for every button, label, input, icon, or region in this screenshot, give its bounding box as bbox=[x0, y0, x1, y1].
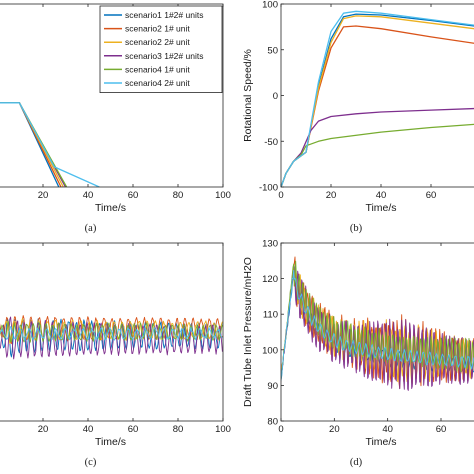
panel-caption: (c) bbox=[85, 457, 97, 468]
x-tick-label: 60 bbox=[128, 190, 139, 201]
x-tick-label: 80 bbox=[173, 190, 184, 201]
panel-caption: (b) bbox=[350, 223, 363, 234]
chart-panel-d: 0 20 40 60 80 90 100 110 120 130 Time/s Draft Tube … bbox=[242, 239, 474, 468]
legend: scenario1 1#2# units scenario2 1# unit sce… bbox=[99, 5, 223, 93]
x-tick-label: 80 bbox=[173, 424, 184, 435]
y-tick-label: -50 bbox=[264, 137, 278, 148]
y-tick-label: 100 bbox=[262, 0, 278, 11]
x-tick-label: 100 bbox=[215, 424, 231, 435]
x-tick-label: 100 bbox=[215, 190, 231, 201]
series-line-a-1 bbox=[0, 102, 60, 187]
series-line-b-3 bbox=[281, 15, 474, 187]
x-axis-title: Time/s bbox=[365, 436, 396, 448]
x-tick-label: 20 bbox=[326, 190, 337, 201]
plot-area bbox=[0, 315, 223, 360]
y-axis-title: Draft Tube Inlet Pressure/mH2O bbox=[242, 257, 254, 407]
y-tick-label: 50 bbox=[267, 45, 278, 56]
x-tick-label: 0 bbox=[278, 190, 283, 201]
legend-entry: scenario2 1# unit bbox=[125, 24, 190, 34]
series-line-a-6 bbox=[0, 102, 100, 187]
x-tick-label: 40 bbox=[376, 190, 387, 201]
y-tick-label: 90 bbox=[267, 381, 278, 392]
series-line-a-2 bbox=[0, 102, 62, 187]
chart-panel-a: 20 40 60 80 100 Time/s (a) scenario1 1#2# units… bbox=[0, 3, 231, 234]
panel-caption: (a) bbox=[85, 223, 97, 234]
series-line-b-4 bbox=[281, 107, 474, 187]
plot-area bbox=[281, 10, 474, 187]
x-tick-label: 60 bbox=[436, 424, 447, 435]
x-tick-label: 40 bbox=[83, 424, 94, 435]
x-tick-label: 0 bbox=[278, 424, 283, 435]
chart-panel-b: 0 20 40 60 -100 -50 0 50 100 Time/s Rotational Spe… bbox=[242, 0, 474, 234]
legend-box bbox=[99, 5, 223, 93]
series-line-a-4 bbox=[0, 102, 67, 187]
x-axis-title: Time/s bbox=[95, 436, 126, 448]
chart-panel-c: 20 40 60 80 100 Time/s (c) bbox=[0, 242, 231, 468]
y-tick-label: 0 bbox=[273, 91, 278, 102]
series-line-d-6 bbox=[281, 269, 474, 382]
x-tick-label: 40 bbox=[382, 424, 393, 435]
legend-entry: scenario4 1# unit bbox=[125, 64, 190, 74]
y-tick-label: 120 bbox=[262, 274, 278, 285]
axes-frame bbox=[280, 242, 474, 422]
y-tick-label: 80 bbox=[267, 417, 278, 428]
legend-entry: scenario1 1#2# units bbox=[125, 10, 203, 20]
y-axis-title: Rotational Speed/% bbox=[242, 49, 254, 142]
x-tick-label: 60 bbox=[426, 190, 437, 201]
x-tick-label: 40 bbox=[83, 190, 94, 201]
x-tick-label: 60 bbox=[128, 424, 139, 435]
y-tick-label: -100 bbox=[259, 183, 278, 194]
plot-area bbox=[0, 102, 100, 187]
panel-caption: (d) bbox=[350, 457, 363, 468]
y-tick-label: 100 bbox=[262, 345, 278, 356]
x-tick-label: 20 bbox=[38, 190, 49, 201]
plot-area bbox=[281, 256, 474, 391]
series-line-a-3 bbox=[0, 102, 64, 187]
legend-entry: scenario3 1#2# units bbox=[125, 51, 203, 61]
y-tick-label: 130 bbox=[262, 239, 278, 250]
axes-frame bbox=[280, 3, 474, 188]
series-line-b-2 bbox=[281, 25, 474, 187]
series-line-b-1 bbox=[281, 13, 474, 187]
x-tick-label: 20 bbox=[329, 424, 340, 435]
x-tick-label: 20 bbox=[38, 424, 49, 435]
x-axis-title: Time/s bbox=[95, 202, 126, 214]
axes-frame bbox=[0, 3, 224, 188]
legend-entry: scenario4 2# unit bbox=[125, 78, 190, 88]
legend-entry: scenario2 2# unit bbox=[125, 37, 190, 47]
y-tick-label: 110 bbox=[263, 310, 278, 321]
series-line-c-3 bbox=[0, 318, 223, 345]
series-line-c-6 bbox=[0, 326, 223, 341]
axes-frame bbox=[0, 242, 224, 422]
x-axis-title: Time/s bbox=[365, 202, 396, 214]
series-line-b-6 bbox=[281, 10, 474, 187]
